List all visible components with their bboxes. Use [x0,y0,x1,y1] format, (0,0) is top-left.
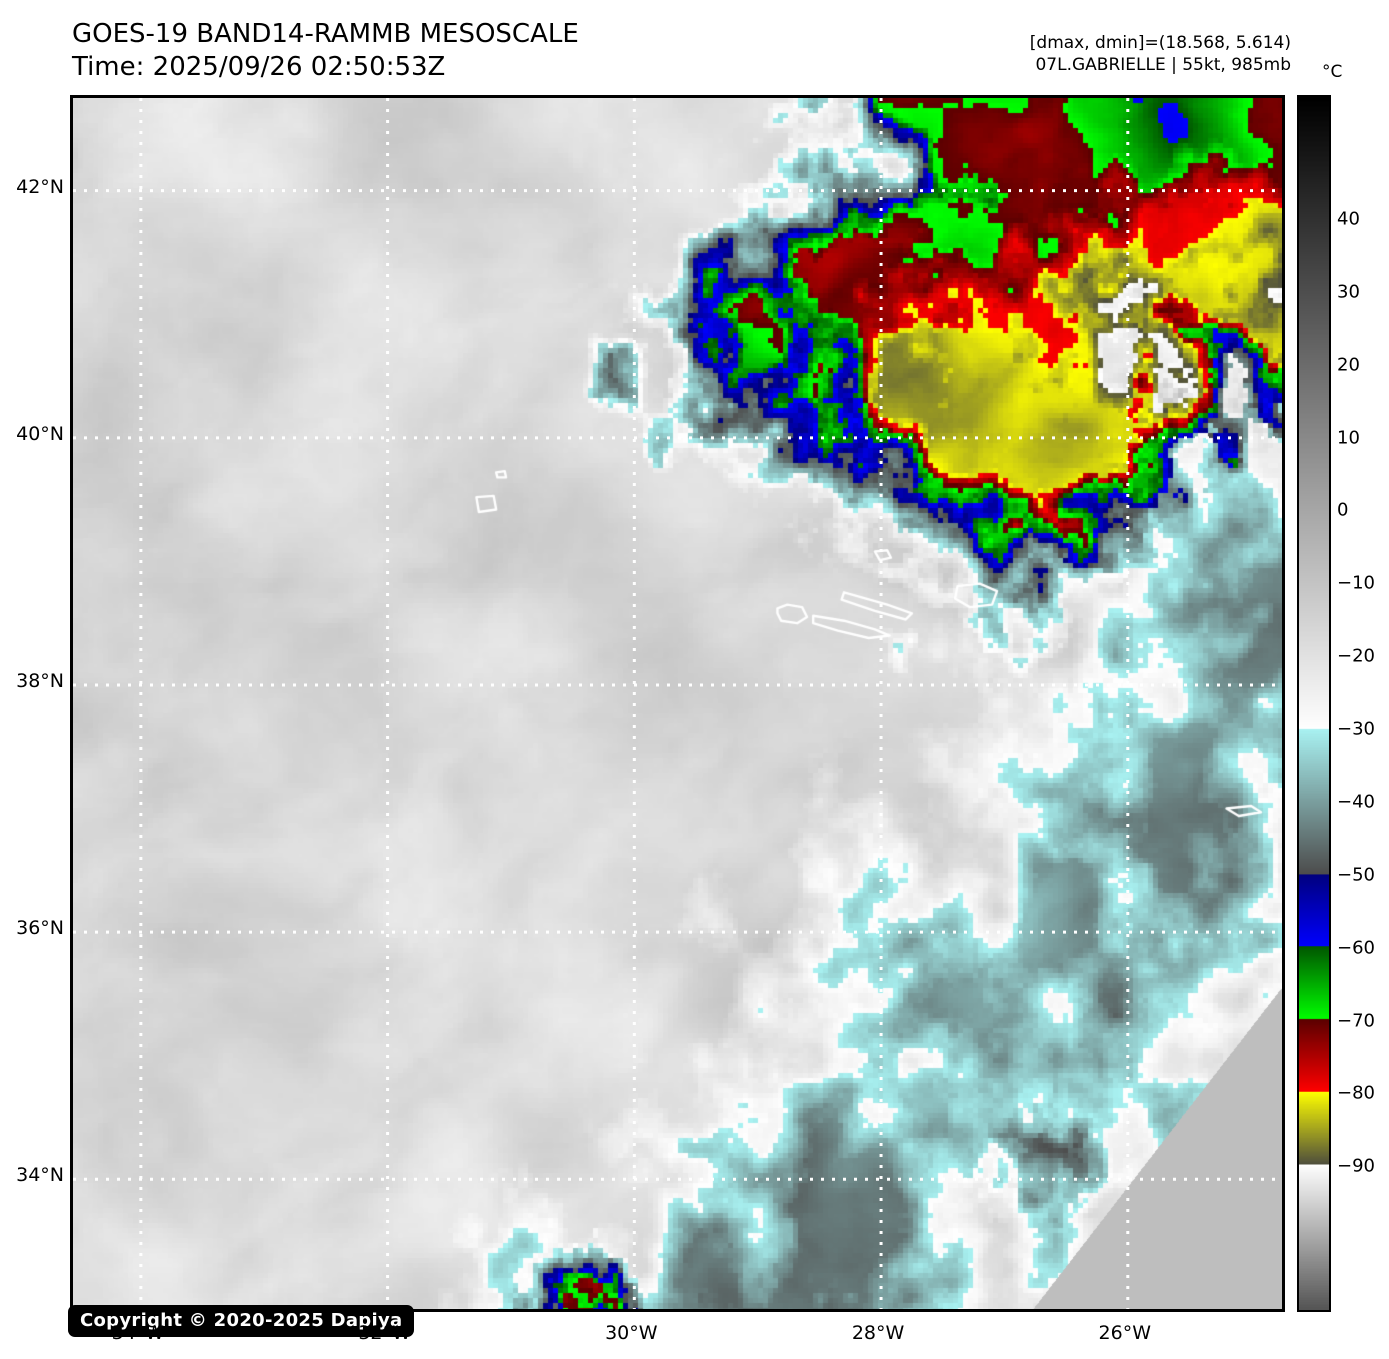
colorbar-unit-label: °C [1322,62,1343,82]
satellite-infrared-image [73,98,1282,1309]
copyright-watermark: Copyright © 2020-2025 Dapiya [68,1305,415,1337]
metadata-block: [dmax, dmin]=(18.568, 5.614) 07L.GABRIEL… [1030,32,1291,76]
colorbar-tick-label: −80 [1337,1082,1375,1104]
longitude-tick-label: 30°W [605,1322,658,1344]
colorbar-tick-label: −40 [1337,791,1375,813]
colorbar-tick-label: −90 [1337,1155,1375,1177]
colorbar-tick-label: −30 [1337,718,1375,740]
colorbar-tick-label: −50 [1337,864,1375,886]
latitude-tick-label: 38°N [16,669,64,692]
latitude-tick-label: 36°N [16,917,64,940]
latitude-tick-label: 34°N [16,1164,64,1187]
colorbar-tick-label: 10 [1337,427,1360,448]
colorbar-tick-label: 20 [1337,354,1360,376]
latitude-tick-label: 40°N [16,422,64,445]
latitude-tick-label: 42°N [16,175,64,198]
colorbar-tick-label: 30 [1337,281,1360,303]
colorbar-tick-label: −10 [1337,572,1375,594]
colorbar-tick-label: 40 [1337,208,1360,230]
colorbar-tick-label: −70 [1337,1010,1375,1031]
longitude-tick-label: 32°W [358,1322,411,1344]
map-panel[interactable] [70,95,1285,1312]
colorbar-tick-label: −20 [1337,645,1375,667]
dminmax-label: [dmax, dmin]=(18.568, 5.614) [1029,33,1291,53]
colorbar-tick-label: −60 [1337,937,1375,959]
page-title: GOES-19 BAND14-RAMMB MESOSCALE [72,19,579,49]
graticule-overlay [73,98,1282,1309]
colorbar-tick-label: 0 [1337,499,1349,521]
longitude-tick-label: 34°W [111,1322,165,1344]
title-block: GOES-19 BAND14-RAMMB MESOSCALE Time: 202… [72,18,579,85]
longitude-tick-label: 26°W [1098,1322,1152,1344]
storm-label: 07L.GABRIELLE | 55kt, 985mb [1035,55,1291,76]
longitude-tick-label: 28°W [851,1322,905,1344]
colorbar-gradient [1297,95,1331,1312]
colorbar[interactable]: 40 30 20 10 0 −10 −20 −30 −40 −50 −60 −70 −80 −90 [1297,95,1375,1312]
timestamp-label: Time: 2025/09/26 02:50:53Z [72,52,446,83]
